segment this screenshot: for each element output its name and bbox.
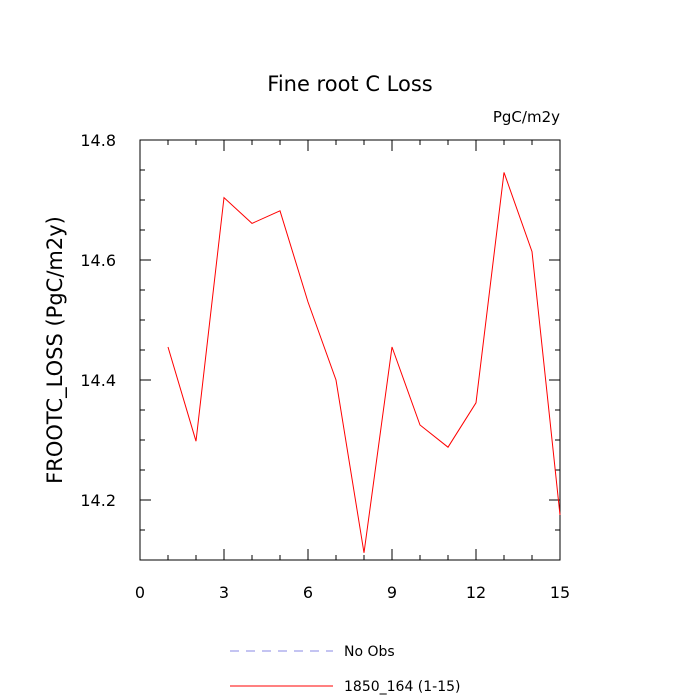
x-tick-label: 15 [550,583,570,602]
chart-title: Fine root C Loss [267,72,432,96]
y-tick-label: 14.2 [80,491,116,510]
y-axis-label: FROOTC_LOSS (PgC/m2y) [43,216,68,484]
x-tick-label: 12 [466,583,486,602]
axis-ticks [139,139,561,561]
y-tick-label: 14.8 [80,131,116,150]
x-tick-label: 0 [135,583,145,602]
plot-frame [139,139,561,561]
x-tick-label: 6 [303,583,313,602]
x-tick-label: 9 [387,583,397,602]
series-line [167,172,561,553]
y-tick-label: 14.4 [80,371,116,390]
y-tick-label: 14.6 [80,251,116,270]
legend-label: No Obs [344,644,395,660]
units-label: PgC/m2y [493,108,560,126]
tick-labels: 0 3 6 9 12 15 14.2 14.4 14.6 14.8 [80,131,570,602]
x-tick-label: 3 [219,583,229,602]
legend: No Obs 1850_164 (1-15) [230,644,461,695]
legend-label: 1850_164 (1-15) [344,679,461,695]
series-layer [167,172,561,553]
